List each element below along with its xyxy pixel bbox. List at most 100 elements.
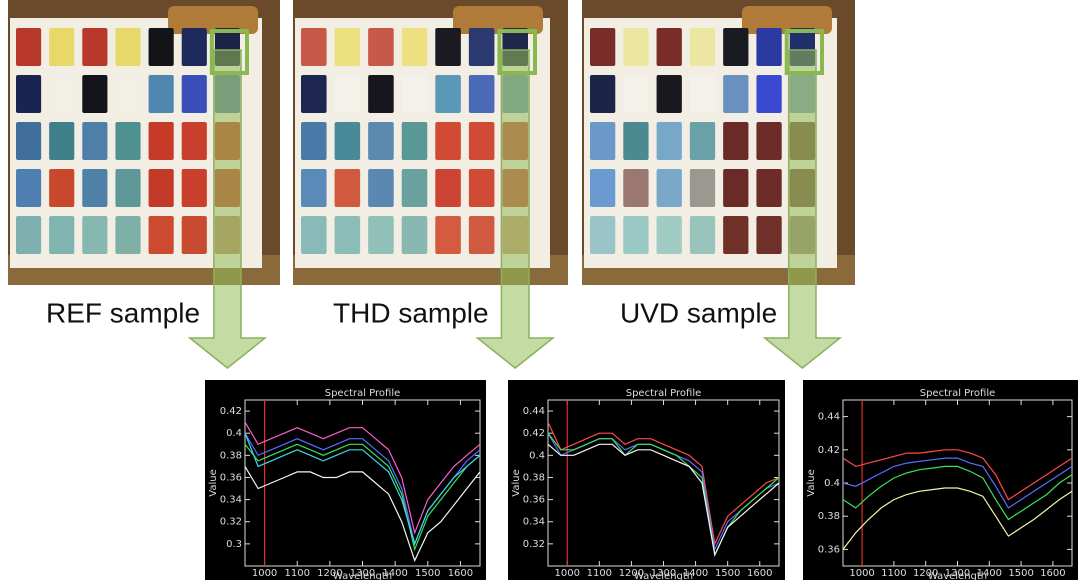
color-patch: [115, 216, 140, 254]
color-patch: [49, 28, 74, 66]
x-tick-label: 1100: [881, 568, 906, 579]
color-patch: [402, 28, 428, 66]
x-tick-label: 1200: [913, 568, 938, 579]
color-patch: [368, 122, 394, 160]
color-patch: [469, 75, 495, 113]
x-tick-label: 1200: [619, 568, 644, 579]
color-patch: [368, 216, 394, 254]
color-patch: [301, 216, 327, 254]
color-patch: [368, 28, 394, 66]
y-axis-label: Value: [806, 469, 817, 496]
y-tick-label: 0.36: [818, 544, 840, 555]
y-tick-label: 0.38: [818, 511, 840, 522]
y-tick-label: 0.42: [523, 428, 545, 439]
y-axis-label: Value: [511, 469, 522, 496]
color-patch: [49, 75, 74, 113]
x-tick-label: 1400: [683, 568, 708, 579]
chart-title: Spectral Profile: [325, 388, 401, 399]
y-tick-label: 0.42: [220, 406, 242, 417]
color-patch: [723, 169, 748, 207]
y-tick-label: 0.36: [220, 472, 242, 483]
x-tick-label: 1500: [715, 568, 740, 579]
chart-title: Spectral Profile: [626, 388, 702, 399]
color-patch: [623, 28, 648, 66]
chart-background: [508, 380, 785, 580]
color-patch: [149, 75, 174, 113]
color-patch: [16, 122, 41, 160]
color-patch: [49, 216, 74, 254]
color-patch: [82, 122, 107, 160]
sample-label: UVD sample: [620, 297, 777, 328]
color-patch: [723, 28, 748, 66]
color-patch: [435, 122, 461, 160]
color-patch: [435, 75, 461, 113]
color-patch: [402, 169, 428, 207]
color-patch: [756, 28, 781, 66]
y-tick-label: 0.34: [220, 495, 242, 506]
x-tick-label: 1200: [317, 568, 342, 579]
color-patch: [16, 75, 41, 113]
color-patch: [723, 75, 748, 113]
color-patch: [756, 75, 781, 113]
color-patch: [301, 122, 327, 160]
x-tick-label: 1500: [415, 568, 440, 579]
x-tick-label: 1300: [651, 568, 676, 579]
y-tick-label: 0.44: [818, 412, 840, 423]
y-tick-label: 0.4: [529, 450, 545, 461]
color-patch: [623, 122, 648, 160]
color-patch: [690, 169, 715, 207]
color-patch: [623, 169, 648, 207]
color-patch: [469, 122, 495, 160]
color-patch: [623, 75, 648, 113]
x-tick-label: 1400: [382, 568, 407, 579]
y-axis-label: Value: [208, 469, 219, 496]
color-patch: [435, 216, 461, 254]
sample-label: REF sample: [46, 297, 200, 328]
x-tick-label: 1300: [350, 568, 375, 579]
color-patch: [690, 216, 715, 254]
color-patch: [149, 122, 174, 160]
color-patch: [368, 169, 394, 207]
color-patch: [590, 75, 615, 113]
chart-title: Spectral Profile: [920, 388, 996, 399]
color-patch: [49, 122, 74, 160]
color-patch: [402, 75, 428, 113]
y-tick-label: 0.32: [220, 517, 242, 528]
color-patch: [335, 169, 361, 207]
color-patch: [335, 122, 361, 160]
color-patch: [435, 28, 461, 66]
y-tick-label: 0.44: [523, 406, 545, 417]
x-tick-label: 1000: [849, 568, 874, 579]
color-patch: [82, 28, 107, 66]
color-patch: [301, 75, 327, 113]
y-tick-label: 0.4: [226, 428, 242, 439]
x-tick-label: 1600: [1040, 568, 1065, 579]
color-patch: [435, 169, 461, 207]
x-tick-label: 1500: [1008, 568, 1033, 579]
color-patch: [115, 28, 140, 66]
color-patch: [301, 169, 327, 207]
color-patch: [690, 75, 715, 113]
color-patch: [756, 122, 781, 160]
color-patch: [16, 216, 41, 254]
y-tick-label: 0.38: [220, 450, 242, 461]
y-tick-label: 0.34: [523, 517, 545, 528]
spectral-chart: Spectral ProfileWavelengthValue0.30.320.…: [205, 380, 486, 580]
color-patch: [657, 169, 682, 207]
color-patch: [623, 216, 648, 254]
color-patch: [402, 216, 428, 254]
color-patch: [335, 216, 361, 254]
color-patch: [402, 122, 428, 160]
sample-label: THD sample: [333, 297, 489, 328]
color-patch: [149, 169, 174, 207]
color-patch: [756, 169, 781, 207]
color-patch: [469, 28, 495, 66]
x-tick-label: 1000: [252, 568, 277, 579]
x-tick-label: 1000: [555, 568, 580, 579]
color-patch: [335, 75, 361, 113]
x-tick-label: 1600: [747, 568, 772, 579]
color-patch: [590, 28, 615, 66]
color-patch: [115, 75, 140, 113]
color-patch: [469, 216, 495, 254]
color-patch: [182, 75, 207, 113]
